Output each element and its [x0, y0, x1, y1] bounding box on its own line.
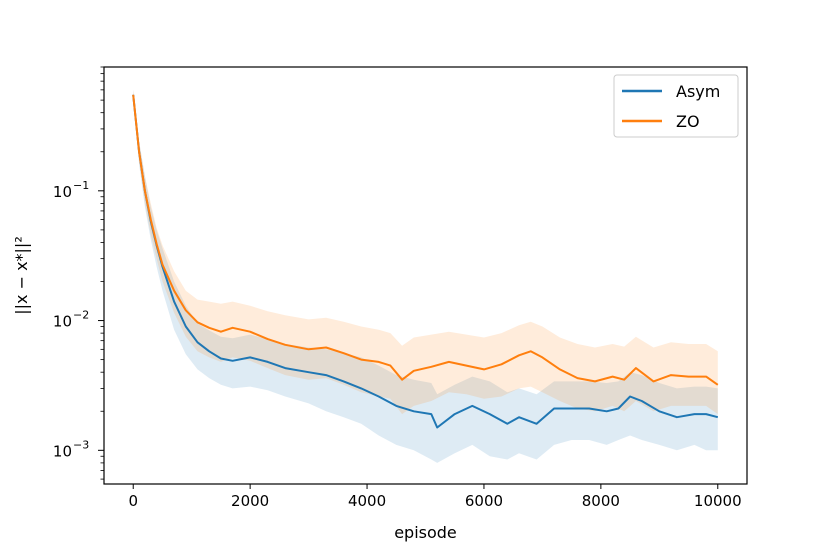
legend-label-zo: ZO: [676, 112, 700, 131]
y-tick-label: 10: [53, 183, 72, 201]
y-axis-ticks: 10−310−210−1: [53, 66, 104, 480]
y-axis-label: ||x − x*||²: [12, 236, 31, 315]
x-tick-label: 6000: [465, 492, 503, 510]
legend-label-asym: Asym: [676, 82, 720, 101]
x-tick-label: 4000: [348, 492, 386, 510]
y-tick-label: 10: [53, 313, 72, 331]
plot-frame: [103, 66, 748, 485]
x-tick-label: 8000: [582, 492, 620, 510]
series-lines: [132, 94, 719, 429]
x-axis-ticks: 0 2000 4000 6000 8000 10000: [128, 484, 742, 510]
y-tick-exponent: −1: [73, 179, 89, 192]
confidence-bands: [133, 89, 718, 463]
x-axis-label: episode: [394, 523, 457, 542]
x-tick-label: 0: [128, 492, 138, 510]
x-tick-label: 10000: [694, 492, 742, 510]
band-zo: [133, 89, 718, 415]
y-tick-exponent: −2: [73, 309, 89, 322]
y-tick-exponent: −3: [73, 438, 89, 451]
legend: Asym ZO: [613, 74, 739, 138]
series-line-zo: [132, 94, 719, 386]
band-asym: [133, 89, 718, 463]
series-line-asym: [132, 94, 719, 429]
x-tick-label: 2000: [231, 492, 269, 510]
y-tick-label: 10: [53, 442, 72, 460]
